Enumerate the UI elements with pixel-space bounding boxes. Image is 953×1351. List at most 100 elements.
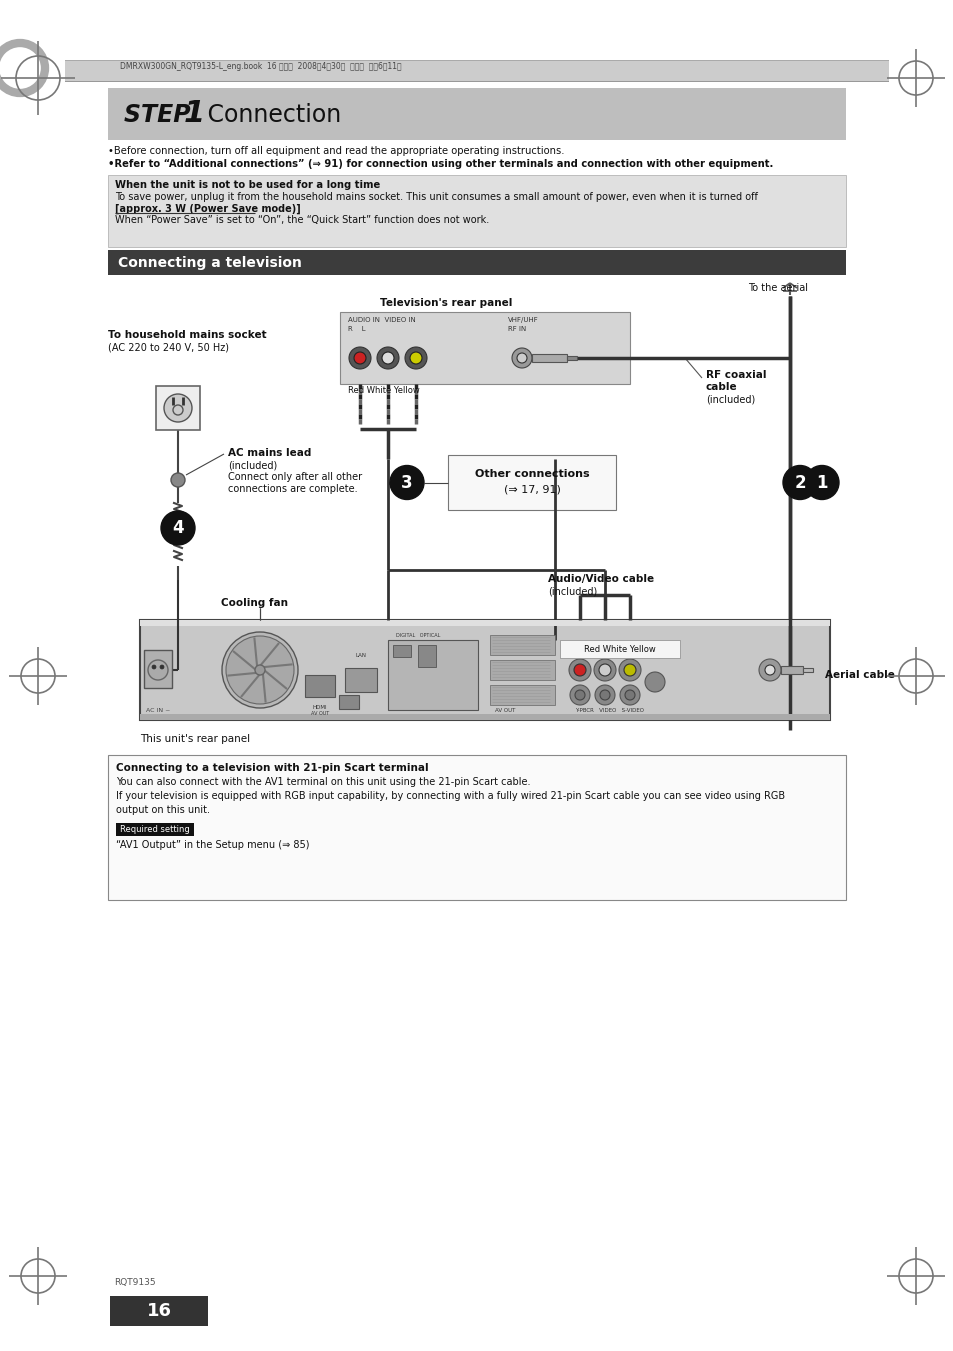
Text: Cooling fan: Cooling fan (221, 598, 288, 608)
Text: RF IN: RF IN (507, 326, 526, 332)
Text: LAN: LAN (355, 653, 366, 658)
Bar (417, 644, 436, 667)
Circle shape (390, 466, 423, 500)
Text: When “Power Save” is set to “On”, the “Quick Start” function does not work.: When “Power Save” is set to “On”, the “Q… (115, 215, 489, 226)
Text: To save power, unplug it from the household mains socket. This unit consumes a s: To save power, unplug it from the househ… (115, 192, 757, 203)
Text: Connecting a television: Connecting a television (118, 255, 301, 270)
Bar (140, 620, 829, 626)
Text: Connect only after all other: Connect only after all other (228, 471, 362, 482)
Text: 4: 4 (172, 519, 184, 536)
Bar (490, 635, 555, 655)
Text: (AC 220 to 240 V, 50 Hz): (AC 220 to 240 V, 50 Hz) (108, 342, 229, 353)
Text: Red White Yellow: Red White Yellow (348, 386, 419, 394)
Text: STEP: STEP (124, 103, 198, 127)
Text: output on this unit.: output on this unit. (116, 805, 210, 815)
Text: AC IN ~: AC IN ~ (146, 708, 170, 713)
Text: RQT9135: RQT9135 (113, 1278, 155, 1288)
Circle shape (595, 685, 615, 705)
Text: •Refer to “Additional connections” (⇒ 91) for connection using other terminals a: •Refer to “Additional connections” (⇒ 91… (108, 159, 773, 169)
Text: Audio/Video cable: Audio/Video cable (547, 574, 654, 584)
Circle shape (381, 353, 394, 363)
Circle shape (405, 347, 427, 369)
Text: Connection: Connection (200, 103, 341, 127)
Circle shape (804, 466, 838, 500)
Circle shape (574, 663, 585, 676)
Bar (532, 354, 566, 362)
Bar (110, 1296, 208, 1325)
Circle shape (782, 466, 816, 500)
Text: 16: 16 (147, 1302, 172, 1320)
Text: •Before connection, turn off all equipment and read the appropriate operating in: •Before connection, turn off all equipme… (108, 146, 564, 155)
Text: 3: 3 (401, 473, 413, 492)
Text: R    L: R L (348, 326, 365, 332)
Circle shape (594, 659, 616, 681)
Circle shape (164, 394, 192, 422)
Circle shape (569, 685, 589, 705)
Bar (339, 312, 629, 384)
Circle shape (764, 665, 774, 676)
Text: VHF/UHF: VHF/UHF (507, 317, 538, 323)
Text: connections are complete.: connections are complete. (228, 484, 357, 494)
Bar (108, 88, 845, 141)
Circle shape (624, 690, 635, 700)
Text: AV OUT: AV OUT (495, 708, 515, 713)
Bar (490, 661, 555, 680)
Bar (448, 455, 616, 509)
Circle shape (152, 665, 156, 669)
Text: 2: 2 (793, 473, 805, 492)
Circle shape (517, 353, 526, 363)
Bar (140, 620, 829, 720)
Bar (108, 176, 845, 247)
Text: DIGITAL   OPTICAL: DIGITAL OPTICAL (395, 634, 440, 638)
Text: You can also connect with the AV1 terminal on this unit using the 21-pin Scart c: You can also connect with the AV1 termin… (116, 777, 530, 788)
Text: AUDIO IN  VIDEO IN: AUDIO IN VIDEO IN (348, 317, 416, 323)
Text: This unit's rear panel: This unit's rear panel (140, 734, 250, 744)
Circle shape (222, 632, 297, 708)
Bar (108, 250, 845, 276)
Text: HDMI: HDMI (313, 705, 327, 711)
Circle shape (512, 349, 532, 367)
Text: Y-PBCR   VIDEO   S-VIDEO: Y-PBCR VIDEO S-VIDEO (575, 708, 643, 713)
Circle shape (354, 353, 366, 363)
Text: Aerial cable: Aerial cable (824, 670, 894, 680)
Text: Red White Yellow: Red White Yellow (583, 644, 655, 654)
Bar (305, 676, 335, 697)
Bar (140, 713, 829, 720)
Bar (388, 640, 477, 711)
Circle shape (599, 690, 609, 700)
Bar (144, 650, 172, 688)
Text: (included): (included) (705, 394, 755, 404)
Circle shape (410, 353, 421, 363)
Text: 1: 1 (184, 99, 205, 127)
Text: “AV1 Output” in the Setup menu (⇒ 85): “AV1 Output” in the Setup menu (⇒ 85) (116, 840, 309, 850)
Text: Television's rear panel: Television's rear panel (379, 299, 512, 308)
Bar (108, 755, 845, 900)
Circle shape (171, 473, 185, 486)
Circle shape (376, 347, 398, 369)
Circle shape (161, 511, 194, 544)
Text: When the unit is not to be used for a long time: When the unit is not to be used for a lo… (115, 180, 380, 190)
Text: (included): (included) (228, 459, 277, 470)
Text: To household mains socket: To household mains socket (108, 330, 266, 340)
Bar (65, 61, 888, 81)
Circle shape (160, 665, 164, 669)
Text: [approx. 3 W (Power Save mode)]: [approx. 3 W (Power Save mode)] (115, 204, 300, 215)
Text: Other connections: Other connections (475, 469, 589, 480)
Text: AC mains lead: AC mains lead (228, 449, 311, 458)
Text: 1: 1 (816, 473, 827, 492)
Circle shape (618, 659, 640, 681)
Bar (156, 386, 200, 430)
Text: RF coaxial: RF coaxial (705, 370, 765, 380)
Bar (781, 666, 802, 674)
Circle shape (759, 659, 781, 681)
Bar (566, 357, 577, 359)
Text: If your television is equipped with RGB input capability, by connecting with a f: If your television is equipped with RGB … (116, 790, 784, 801)
Bar (559, 640, 679, 658)
Text: (included): (included) (547, 586, 597, 596)
Text: Connecting to a television with 21-pin Scart terminal: Connecting to a television with 21-pin S… (116, 763, 428, 773)
Circle shape (226, 636, 294, 704)
Text: To the aerial: To the aerial (747, 282, 807, 293)
Circle shape (349, 347, 371, 369)
Text: cable: cable (705, 382, 737, 392)
Bar (345, 667, 376, 692)
